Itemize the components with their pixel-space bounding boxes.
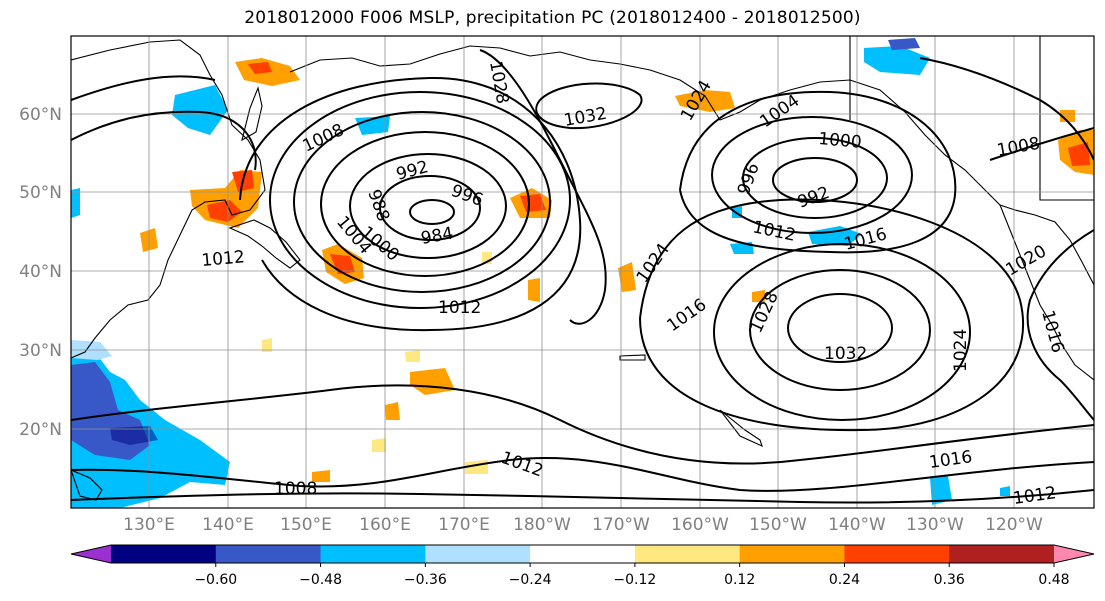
lat-label: 60°N — [19, 105, 62, 125]
isobar-label: 1008 — [274, 479, 317, 499]
lat-label: 30°N — [19, 341, 62, 361]
colorbar-segment — [844, 545, 950, 563]
colorbar-tick-label: 0.36 — [934, 572, 965, 588]
colorbar-tick-label: −0.60 — [194, 572, 237, 588]
isobars — [71, 49, 1094, 504]
lon-label: 140°W — [828, 515, 886, 535]
lat-label: 20°N — [19, 420, 62, 440]
colorbar-segment — [111, 545, 217, 563]
map-frame — [70, 35, 1095, 509]
precip-shading — [71, 38, 1094, 508]
colorbar-extension-high — [1054, 545, 1094, 563]
lon-label: 130°E — [123, 515, 175, 535]
colorbar-outline — [70, 544, 1095, 564]
isobar-label: 1032 — [824, 344, 867, 364]
lon-label: 160°W — [671, 515, 729, 535]
colorbar-tick-label: 0.24 — [829, 572, 860, 588]
isobar-label: 1024 — [951, 329, 971, 372]
colorbar-segment — [634, 545, 741, 563]
lon-label: 150°E — [280, 515, 332, 535]
colorbar: −0.60 −0.48 −0.36 −0.24 −0.12 0.12 0.24 0.36 0.4… — [70, 544, 1095, 588]
lon-label: 160°E — [359, 515, 411, 535]
colorbar-tick-label: −0.36 — [404, 572, 447, 588]
colorbar-tick-label: 0.12 — [724, 572, 755, 588]
colorbar-segment — [320, 545, 426, 563]
colorbar-tick-label: −0.24 — [509, 572, 552, 588]
map-title: 2018012000 F006 MSLP, precipitation PC (… — [244, 8, 861, 28]
lon-label: 180°W — [513, 515, 571, 535]
coastlines — [71, 36, 1094, 501]
colorbar-tick-label: −0.48 — [299, 572, 342, 588]
colorbar-extension-low — [71, 545, 111, 563]
lon-label: 120°W — [985, 515, 1043, 535]
isobar-label: 1012 — [438, 298, 481, 318]
longitude-labels: 130°E 140°E 150°E 160°E 170°E 180°W 170°… — [123, 515, 1043, 535]
lon-label: 140°E — [202, 515, 254, 535]
lon-label: 150°W — [749, 515, 807, 535]
lon-label: 170°E — [438, 515, 490, 535]
isobar-label: 1000 — [818, 129, 863, 153]
colorbar-segment — [739, 545, 845, 563]
latitude-labels: 60°N 50°N 40°N 30°N 20°N — [19, 105, 62, 440]
colorbar-segment — [949, 545, 1055, 563]
lat-label: 50°N — [19, 183, 62, 203]
colorbar-segment — [425, 545, 531, 563]
isobar-label: 1012 — [201, 247, 246, 271]
colorbar-tick-label: 0.48 — [1038, 572, 1069, 588]
colorbar-segment — [215, 545, 322, 563]
lat-label: 40°N — [19, 262, 62, 282]
lon-label: 170°W — [592, 515, 650, 535]
colorbar-segment — [530, 545, 636, 563]
colorbar-tick-label: −0.12 — [613, 572, 656, 588]
lon-label: 130°W — [906, 515, 964, 535]
